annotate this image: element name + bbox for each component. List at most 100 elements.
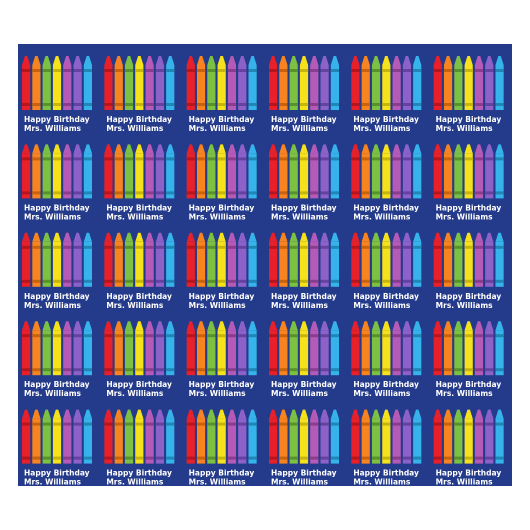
crayon-tip	[289, 321, 298, 331]
name-text: Mrs. Williams	[353, 124, 411, 133]
crayon-tip	[145, 409, 154, 419]
crayon-band	[310, 279, 319, 283]
name-text: Mrs. Williams	[24, 212, 82, 221]
crayon-body	[22, 153, 31, 199]
name-text: Mrs. Williams	[353, 389, 411, 398]
crayon-tip	[392, 321, 401, 331]
crayon-band	[135, 456, 144, 460]
crayon-band	[63, 456, 72, 460]
crayon-tip	[299, 232, 309, 242]
crayon-body	[217, 418, 226, 464]
crayon-band	[155, 279, 165, 283]
crayon-body	[474, 153, 484, 199]
greeting-text: Happy Birthday	[189, 380, 255, 389]
greeting-text: Happy Birthday	[271, 203, 337, 212]
crayon-tip	[83, 56, 92, 65]
crayon-band	[207, 245, 216, 249]
crayon-tip	[413, 409, 422, 419]
crayon-band	[485, 368, 494, 372]
crayon-band	[330, 69, 339, 72]
crayon-band	[299, 456, 309, 460]
crayon-body	[52, 330, 62, 376]
crayon-body	[248, 330, 257, 376]
crayon-band	[114, 157, 123, 161]
crayon-body	[485, 330, 494, 376]
crayon-tip	[402, 144, 412, 154]
crayon-band	[63, 69, 72, 72]
crayon-tip	[166, 321, 175, 331]
crayon-tip	[145, 232, 154, 242]
crayon-band	[351, 103, 360, 106]
crayon-body	[495, 418, 504, 464]
crayon-band	[207, 368, 216, 372]
crayon-body	[135, 241, 144, 287]
name-text: Mrs. Williams	[436, 212, 494, 221]
crayon-tip	[52, 232, 62, 242]
crayon-band	[392, 103, 401, 106]
crayon-tip	[433, 144, 442, 154]
crayon-body	[485, 153, 494, 199]
crayon-band	[124, 334, 134, 338]
crayon-tip	[227, 321, 237, 331]
crayon-body	[155, 241, 165, 287]
crayon-body	[269, 418, 278, 464]
crayon-tip	[114, 409, 123, 419]
crayon-body	[454, 153, 463, 199]
crayon-tip	[114, 144, 123, 154]
crayon-band	[289, 103, 298, 106]
crayon-band	[155, 245, 165, 249]
crayon-body	[145, 153, 154, 199]
crayon-tip	[485, 409, 494, 419]
crayon-band	[155, 368, 165, 372]
crayon-band	[392, 422, 401, 426]
crayon-body	[392, 153, 401, 199]
crayon-body	[402, 330, 412, 376]
crayon-band	[413, 422, 422, 426]
name-text: Mrs. Williams	[189, 478, 247, 487]
crayon-band	[114, 103, 123, 106]
crayon-band	[22, 456, 31, 460]
crayon-band	[248, 334, 257, 338]
crayon-band	[495, 422, 504, 426]
crayon-band	[474, 103, 484, 106]
crayon-body	[155, 418, 165, 464]
crayon-tip	[279, 321, 288, 331]
paper-sheet	[18, 44, 512, 486]
crayon-body	[73, 65, 82, 110]
crayon-body	[485, 418, 494, 464]
crayon-body	[124, 418, 134, 464]
crayon-band	[320, 279, 329, 283]
crayon-tip	[166, 56, 175, 65]
crayon-band	[495, 157, 504, 161]
crayon-band	[155, 422, 165, 426]
crayon-tip	[32, 56, 41, 65]
crayon-body	[104, 418, 113, 464]
crayon-tip	[186, 232, 195, 242]
crayon-tip	[124, 144, 134, 154]
crayon-body	[83, 153, 92, 199]
crayon-body	[52, 418, 62, 464]
crayon-band	[433, 69, 442, 72]
crayon-tip	[382, 232, 391, 242]
crayon-band	[495, 368, 504, 372]
crayon-tip	[464, 232, 473, 242]
crayon-band	[207, 422, 216, 426]
name-text: Mrs. Williams	[353, 301, 411, 310]
crayon-body	[52, 241, 62, 287]
crayon-tip	[186, 321, 195, 331]
crayon-body	[464, 241, 473, 287]
crayon-tip	[392, 144, 401, 154]
crayon-body	[196, 241, 206, 287]
greeting-text: Happy Birthday	[24, 115, 90, 124]
crayon-band	[104, 103, 113, 106]
crayon-body	[495, 65, 504, 110]
crayon-body	[454, 65, 463, 110]
crayon-tip	[124, 232, 134, 242]
crayon-band	[443, 103, 453, 106]
crayon-body	[207, 330, 216, 376]
crayon-band	[485, 422, 494, 426]
crayon-body	[330, 241, 339, 287]
